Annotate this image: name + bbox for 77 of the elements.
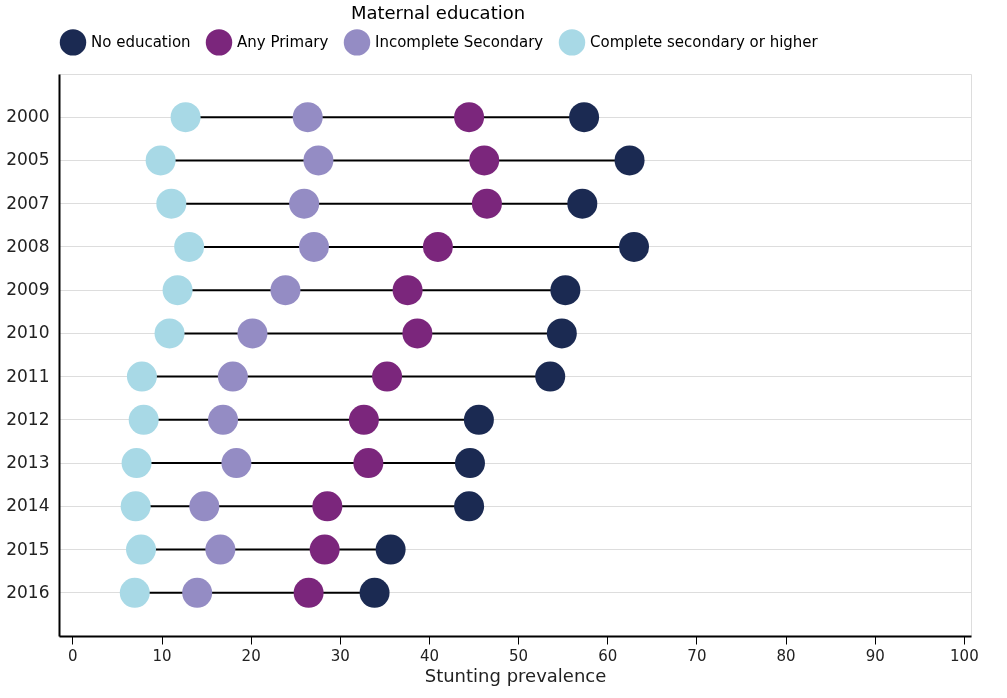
point (372, 361, 403, 392)
point (293, 577, 324, 608)
point (422, 231, 453, 262)
y-tick-label: 2008 (6, 235, 50, 256)
point (392, 275, 423, 306)
y-tick-label: 2016 (6, 581, 50, 602)
x-tick-label: 30 (330, 646, 350, 665)
point (205, 534, 236, 565)
point (174, 231, 205, 262)
y-tick-label: 2000 (6, 106, 50, 127)
y-tick-label: 2011 (6, 365, 50, 386)
y-tick-label: 2015 (6, 538, 50, 559)
point (454, 448, 485, 479)
point (182, 577, 213, 608)
legend-label: Incomplete Secondary (375, 33, 544, 52)
x-tick-label: 50 (509, 646, 529, 665)
point (154, 318, 185, 349)
y-tick-label: 2010 (6, 322, 50, 343)
point (162, 275, 193, 306)
point (128, 404, 159, 435)
point (217, 361, 248, 392)
point (298, 231, 329, 262)
point (359, 577, 390, 608)
point (454, 491, 485, 522)
point (120, 491, 151, 522)
legend-label: Any Primary (237, 33, 329, 52)
point (121, 448, 152, 479)
x-tick-label: 20 (241, 646, 261, 665)
point (119, 577, 150, 608)
point (270, 275, 301, 306)
point (126, 534, 157, 565)
y-tick-label: 2013 (6, 452, 50, 473)
point (126, 361, 157, 392)
point (619, 231, 650, 262)
point (292, 102, 323, 133)
point (289, 188, 320, 219)
point (463, 404, 494, 435)
point (614, 145, 645, 176)
point (237, 318, 268, 349)
x-tick-label: 10 (152, 646, 172, 665)
y-tick-label: 2005 (6, 149, 50, 170)
legend-label: No education (91, 33, 191, 52)
y-tick-label: 2007 (6, 192, 50, 213)
point (145, 145, 176, 176)
point (221, 448, 252, 479)
point (550, 275, 581, 306)
point (353, 448, 384, 479)
x-tick-label: 70 (687, 646, 707, 665)
legend-label: Complete secondary or higher (590, 33, 819, 52)
point (348, 404, 379, 435)
x-tick-label: 0 (68, 646, 78, 665)
x-tick-label: 100 (950, 646, 979, 665)
y-tick-label: 2012 (6, 408, 50, 429)
legend-title: Maternal education (350, 2, 526, 23)
point (546, 318, 577, 349)
point (303, 145, 334, 176)
x-axis-title: Stunting prevalence (424, 664, 607, 686)
x-tick-label: 40 (419, 646, 440, 665)
y-tick-label: 2009 (6, 279, 50, 300)
x-tick-label: 90 (865, 646, 885, 665)
point (312, 491, 343, 522)
point (156, 188, 187, 219)
point (208, 404, 239, 435)
point (454, 102, 485, 133)
point (569, 102, 600, 133)
point (375, 534, 406, 565)
x-tick-label: 80 (776, 646, 796, 665)
point (309, 534, 340, 565)
point (471, 188, 502, 219)
point (567, 188, 598, 219)
point (469, 145, 500, 176)
point (535, 361, 566, 392)
point (402, 318, 433, 349)
point (189, 491, 220, 522)
point (170, 102, 201, 133)
x-tick-label: 60 (598, 646, 618, 665)
y-tick-label: 2014 (6, 495, 50, 516)
